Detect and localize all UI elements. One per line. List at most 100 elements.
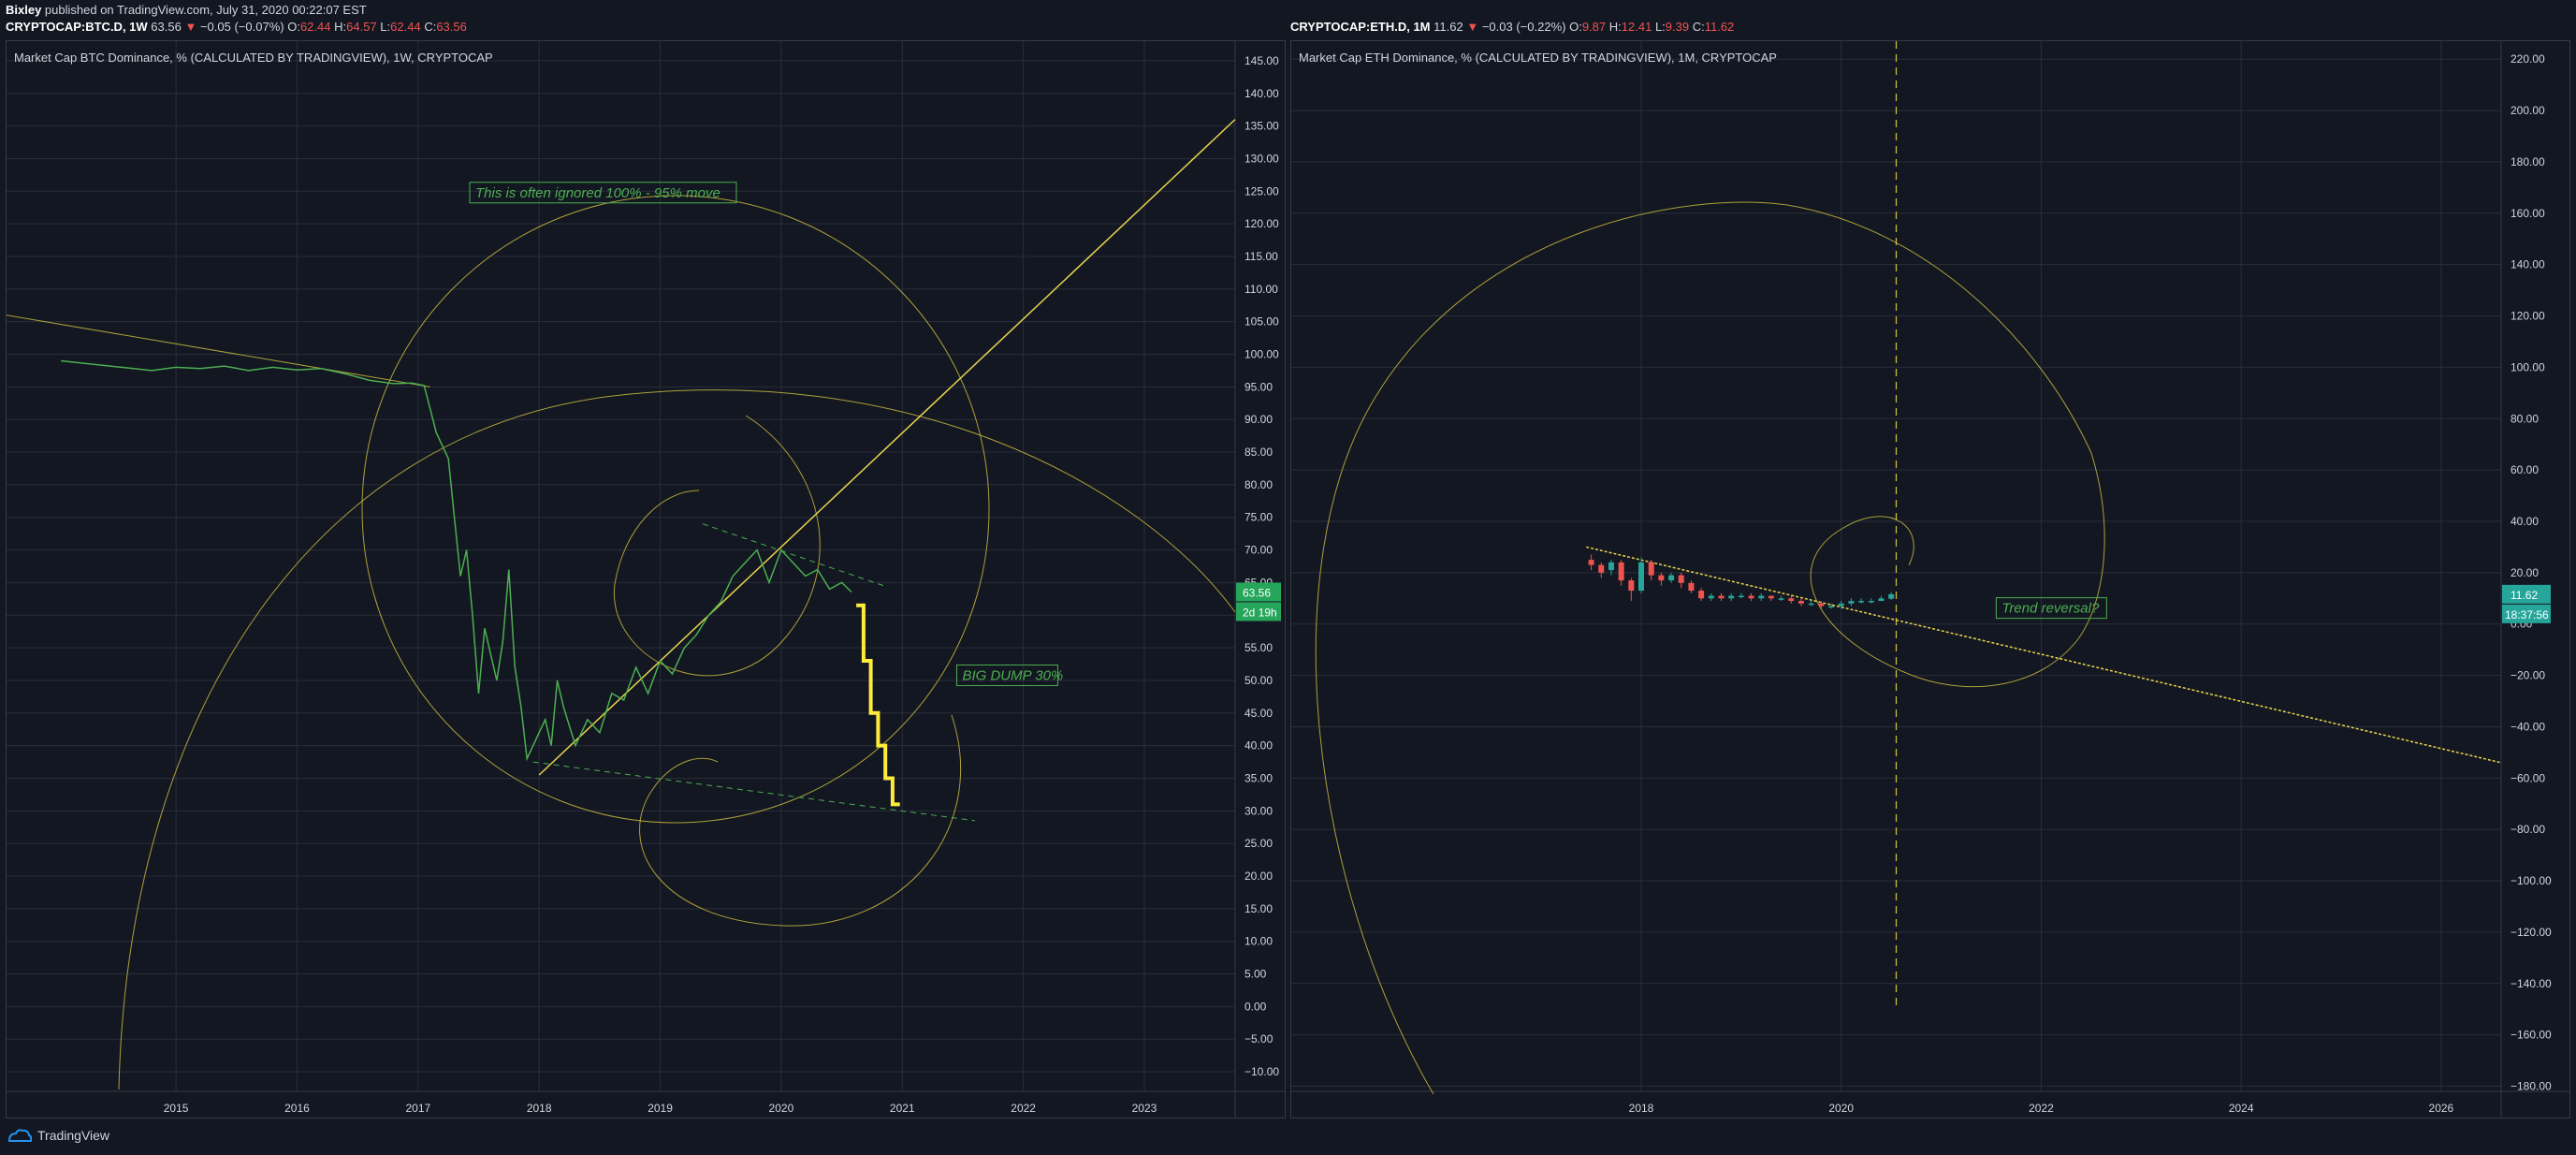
- btc-close: 63.56: [436, 20, 467, 34]
- y-tick-label: 35.00: [1244, 771, 1273, 784]
- y-tick-label: 55.00: [1244, 641, 1273, 654]
- candle-body: [1838, 603, 1844, 607]
- candle-body: [1778, 598, 1784, 600]
- annotation-box: [1995, 597, 2107, 620]
- x-tick-label: 2015: [164, 1102, 189, 1115]
- y-tick-label: 50.00: [1244, 674, 1273, 687]
- candle-body: [1698, 591, 1705, 599]
- candle-body: [1758, 595, 1765, 599]
- last-price-tag: [1236, 582, 1281, 602]
- y-tick-label: 0.00: [1244, 1000, 1267, 1013]
- y-tick-label: 105.00: [1244, 315, 1279, 329]
- fib-spiral-inner-arc: [1810, 516, 2078, 688]
- brand-label: TradingView: [37, 1128, 110, 1143]
- y-tick-label: −100.00: [2511, 874, 2552, 887]
- eth-last: 11.62: [1434, 20, 1463, 34]
- y-tick-label: −140.00: [2511, 977, 2552, 990]
- candle-body: [1878, 598, 1885, 602]
- down-arrow-icon: ▼: [184, 20, 197, 34]
- y-tick-label: 200.00: [2511, 104, 2545, 117]
- eth-symbol: CRYPTOCAP:ETH.D, 1M: [1290, 20, 1431, 34]
- btc-high: 64.57: [346, 20, 377, 34]
- candle-body: [1678, 575, 1684, 583]
- annotation-box: [469, 182, 737, 204]
- tradingview-logo-icon: [7, 1129, 32, 1142]
- x-tick-label: 2017: [405, 1102, 430, 1115]
- candle-body: [1638, 562, 1645, 592]
- x-tick-label: 2018: [1629, 1102, 1654, 1115]
- btc-low: 62.44: [390, 20, 421, 34]
- last-price-label: 63.56: [1243, 586, 1271, 599]
- y-tick-label: 145.00: [1244, 54, 1279, 67]
- y-tick-label: 115.00: [1244, 250, 1278, 263]
- candle-body: [1748, 595, 1754, 599]
- eth-high: 12.41: [1621, 20, 1652, 34]
- y-tick-label: 60.00: [2511, 463, 2539, 476]
- countdown-tag: [1236, 602, 1281, 621]
- countdown-label: 2d 19h: [1243, 606, 1277, 619]
- eth-chart-title: Market Cap ETH Dominance, % (CALCULATED …: [1299, 51, 1777, 65]
- publisher-name[interactable]: Bixley: [6, 3, 42, 17]
- y-tick-label: 70.00: [1244, 544, 1273, 557]
- candle-body: [1888, 593, 1895, 599]
- y-tick-label: 120.00: [2511, 310, 2545, 323]
- y-tick-label: 40.00: [2511, 515, 2539, 528]
- tradingview-brand[interactable]: TradingView: [7, 1128, 109, 1143]
- y-tick-label: −180.00: [2511, 1080, 2552, 1093]
- x-tick-label: 2016: [284, 1102, 310, 1115]
- candle-body: [1668, 575, 1675, 581]
- eth-open: 9.87: [1581, 20, 1607, 34]
- y-tick-label: 45.00: [1244, 707, 1273, 720]
- btc-chart-title: Market Cap BTC Dominance, % (CALCULATED …: [14, 51, 493, 65]
- fib-spiral-circle-large: [361, 195, 990, 824]
- y-tick-label: −120.00: [2511, 926, 2552, 939]
- btc-chart[interactable]: 145.00 140.00 135.00 130.00 125.00 120.00 115.…: [7, 41, 1285, 1118]
- eth-chart-panel[interactable]: 220.00 200.00 180.00 160.00 140.00 120.00 100.…: [1290, 40, 2570, 1118]
- x-tick-label: 2021: [890, 1102, 915, 1115]
- annotation-trend-reversal: Trend reversal?: [2001, 601, 2100, 617]
- eth-close: 11.62: [1704, 20, 1735, 34]
- y-tick-label: 120.00: [1244, 217, 1279, 230]
- y-tick-label: 140.00: [2511, 258, 2545, 271]
- y-tick-label: 40.00: [1244, 739, 1273, 753]
- y-tick-label: 140.00: [1244, 87, 1279, 100]
- candle-body: [1628, 580, 1635, 592]
- eth-chart[interactable]: 220.00 200.00 180.00 160.00 140.00 120.00 100.…: [1291, 41, 2569, 1118]
- y-tick-label: 125.00: [1244, 184, 1279, 197]
- projected-dump-path: [856, 603, 900, 807]
- candle-body: [1828, 606, 1835, 608]
- eth-quote: CRYPTOCAP:ETH.D, 1M 11.62 ▼ −0.03 (−0.22…: [1290, 20, 1735, 34]
- btc-chart-panel[interactable]: 145.00 140.00 135.00 130.00 125.00 120.00 115.…: [6, 40, 1286, 1118]
- x-tick-label: 2024: [2229, 1102, 2254, 1115]
- y-tick-label: −60.00: [2511, 771, 2545, 784]
- y-tick-label: −40.00: [2511, 720, 2545, 733]
- candle-body: [1788, 598, 1795, 602]
- fib-spiral-inner-small: [614, 415, 821, 677]
- candle-body: [1618, 562, 1624, 581]
- candle-body: [1797, 601, 1804, 604]
- btc-last: 63.56: [151, 20, 182, 34]
- y-tick-label: −160.00: [2511, 1029, 2552, 1042]
- x-tick-label: 2022: [1011, 1102, 1036, 1115]
- countdown-label: 18:37:56: [2505, 608, 2549, 621]
- fib-spiral-lower-arc: [639, 714, 962, 927]
- y-tick-label: 5.00: [1244, 968, 1267, 981]
- x-tick-label: 2023: [1132, 1102, 1157, 1115]
- btc-change: −0.05 (−0.07%): [199, 20, 284, 34]
- y-tick-label: 20.00: [1244, 870, 1273, 883]
- y-tick-label: 160.00: [2511, 207, 2545, 220]
- support-dashed-line: [532, 761, 975, 822]
- y-tick-label: 85.00: [1244, 446, 1273, 459]
- last-price-label: 11.62: [2511, 589, 2538, 602]
- x-tick-label: 2019: [648, 1102, 673, 1115]
- btc-quote: CRYPTOCAP:BTC.D, 1W 63.56 ▼ −0.05 (−0.07…: [6, 20, 467, 34]
- y-tick-label: 25.00: [1244, 837, 1273, 850]
- y-tick-label: −5.00: [1244, 1032, 1273, 1045]
- candle-body: [1598, 564, 1605, 573]
- resistance-dashed-line: [702, 523, 885, 587]
- y-tick-label: 90.00: [1244, 413, 1273, 426]
- candle-body: [1588, 560, 1594, 565]
- candle-body: [1608, 562, 1614, 571]
- fib-spiral-outer-arc: [118, 389, 1236, 1090]
- eth-low: 9.39: [1665, 20, 1690, 34]
